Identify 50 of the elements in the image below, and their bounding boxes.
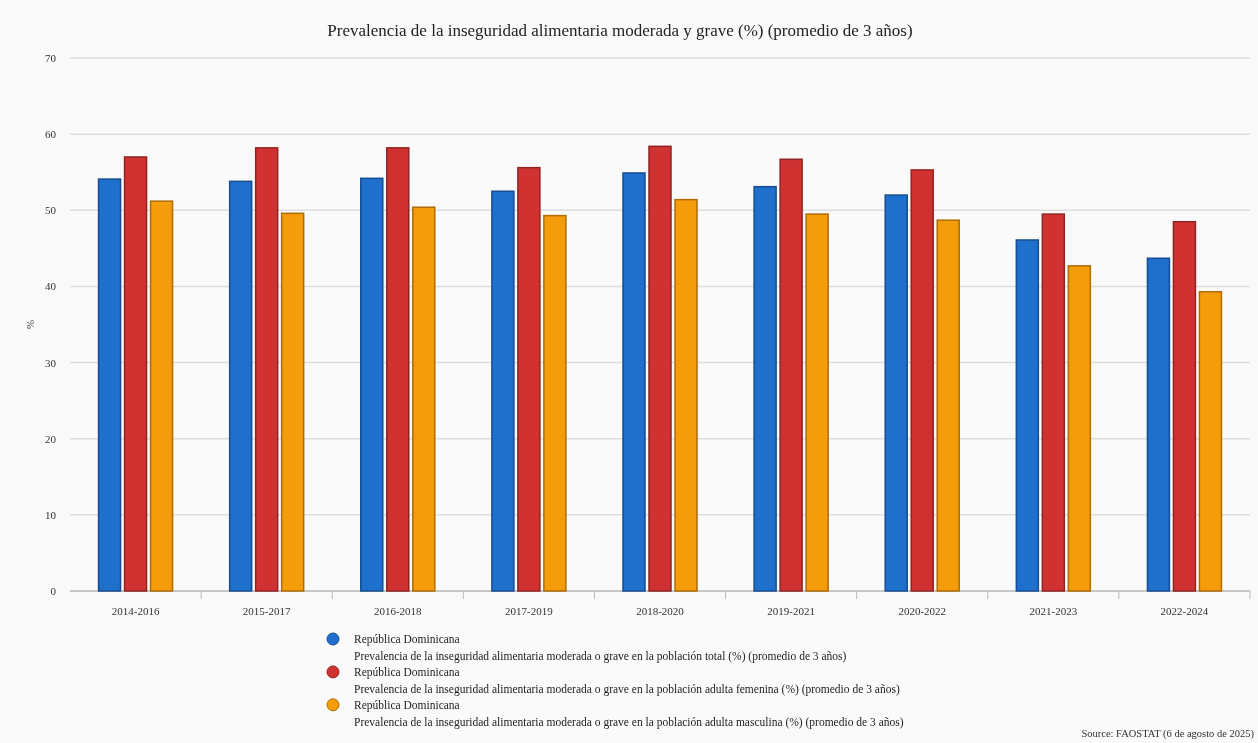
x-tick-label: 2014-2016 (111, 605, 160, 617)
x-tick-label: 2020-2022 (898, 605, 947, 617)
x-tick-label: 2015-2017 (242, 605, 291, 617)
x-tick-label: 2018-2020 (636, 605, 685, 617)
bar (805, 213, 829, 592)
bar (1015, 239, 1040, 592)
y-tick-label: 70 (45, 52, 57, 64)
bar (648, 145, 672, 592)
bar (517, 166, 541, 592)
bar (386, 147, 410, 592)
x-tick-label: 2019-2021 (767, 605, 815, 617)
bar (254, 147, 279, 592)
bar (1172, 220, 1197, 592)
legend-label: República Dominicana Prevalencia de la inseguridad alimentaria moderada o grave en la población adulta masculina (%) (promedio de 3 años) (354, 698, 904, 729)
chart-title: Prevalencia de la inseguridad alimentaria moderada y grave (%) (promedio de 3 años) (327, 21, 913, 40)
x-tick-label: 2017-2019 (505, 605, 554, 617)
bar (622, 172, 646, 592)
bar (412, 206, 436, 592)
bar (123, 156, 148, 592)
y-tick-label: 0 (50, 585, 57, 597)
source-note: Source: FAOSTAT (6 de agosto de 2025) (1081, 728, 1255, 740)
bar (674, 198, 698, 592)
x-tick-label: 2016-2018 (373, 605, 423, 617)
legend-label: República Dominicana Prevalencia de la inseguridad alimentaria moderada o grave en la población total (%) (promedio de 3 años) (354, 633, 847, 663)
bar (1041, 213, 1066, 592)
bar (360, 177, 384, 592)
bar (910, 169, 934, 592)
x-tick-label: 2022-2024 (1160, 605, 1209, 617)
bar (1067, 265, 1092, 592)
y-tick-label: 40 (45, 280, 57, 293)
legend-label: República Dominicana Prevalencia de la inseguridad alimentaria moderada o grave en la población adulta femenina (%) (promedio de 3 años) (354, 665, 900, 696)
bar (884, 194, 908, 592)
bar (149, 200, 174, 592)
y-tick-label: 20 (45, 432, 57, 445)
bar (543, 214, 567, 592)
y-tick-label: 50 (45, 204, 57, 217)
y-axis-title: % (24, 319, 36, 330)
y-tick-label: 10 (45, 508, 57, 521)
bar (1198, 291, 1223, 592)
x-tick-label: 2021-2023 (1029, 605, 1078, 617)
bar (97, 178, 122, 592)
bar (228, 180, 253, 592)
bar (753, 185, 777, 592)
bar (936, 219, 960, 592)
bar (491, 190, 515, 592)
bar (1146, 257, 1171, 592)
bar (779, 158, 803, 592)
y-tick-label: 60 (45, 128, 57, 141)
bar (280, 212, 305, 592)
y-tick-label: 30 (45, 356, 57, 369)
